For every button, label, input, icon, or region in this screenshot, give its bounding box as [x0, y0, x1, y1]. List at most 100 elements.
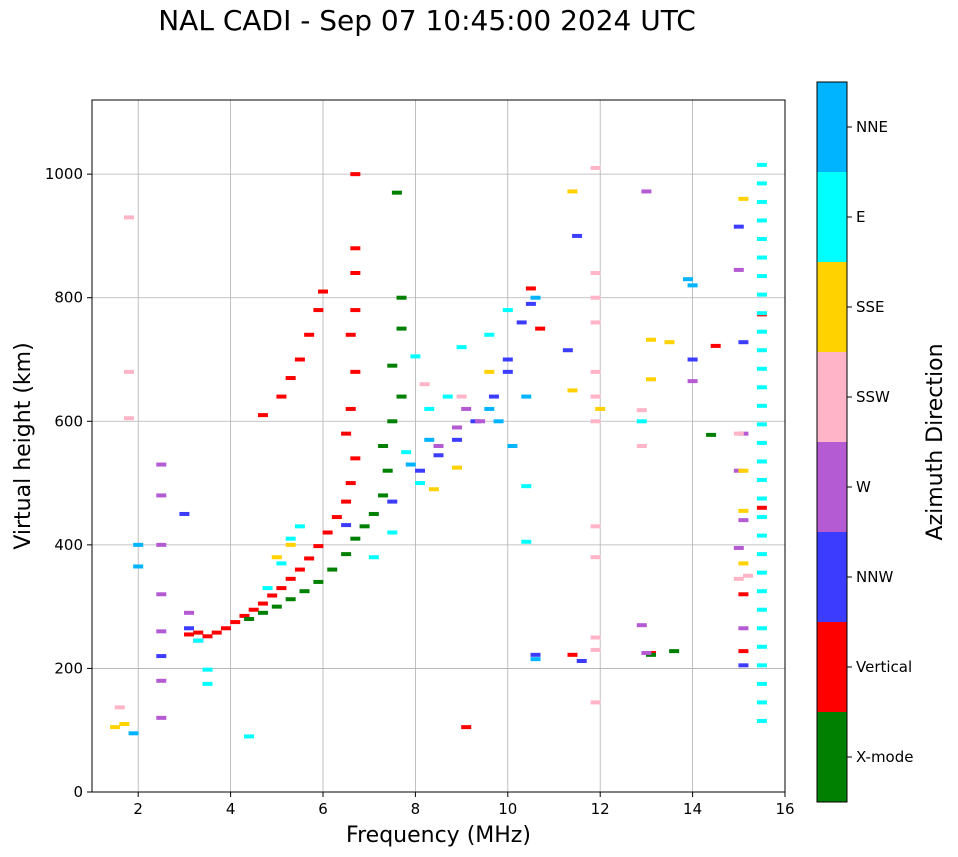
data-point [285, 536, 296, 541]
data-point [756, 589, 767, 594]
data-point [230, 620, 241, 625]
data-point [738, 518, 749, 523]
data-point [595, 406, 606, 411]
data-point [706, 432, 717, 437]
data-point [590, 165, 601, 170]
data-point [368, 555, 379, 560]
data-point [756, 663, 767, 668]
data-point [733, 545, 744, 550]
colorbar-swatch-ssw [817, 352, 847, 442]
data-point [424, 437, 435, 442]
data-point [461, 406, 472, 411]
data-point [502, 357, 513, 362]
colorbar-tick-label: SSW [856, 388, 890, 406]
data-point [257, 413, 268, 418]
data-point [738, 508, 749, 513]
data-point [368, 511, 379, 516]
data-point [636, 444, 647, 448]
data-point [756, 505, 767, 510]
data-point [276, 586, 287, 591]
data-point [285, 376, 296, 381]
y-tick-label: 0 [73, 783, 83, 801]
data-point [475, 419, 486, 424]
data-point [184, 626, 195, 631]
data-point [456, 394, 467, 399]
x-tick-label: 10 [498, 800, 517, 818]
data-point [202, 634, 213, 639]
x-tick-label: 12 [591, 800, 610, 818]
data-point [756, 644, 767, 649]
data-point [636, 419, 647, 424]
data-point [756, 403, 767, 408]
data-point [428, 487, 439, 492]
data-point [350, 172, 361, 177]
data-point [756, 477, 767, 482]
data-point [285, 542, 296, 547]
data-point [327, 567, 338, 572]
data-point [756, 199, 767, 204]
data-point [391, 190, 402, 195]
data-point [396, 326, 407, 331]
data-point [244, 617, 255, 621]
data-point [184, 610, 195, 615]
data-point [341, 552, 352, 557]
data-point [756, 181, 767, 186]
data-point [257, 601, 268, 606]
data-point [710, 343, 721, 348]
data-point [350, 246, 361, 251]
data-point [415, 468, 426, 473]
data-point [378, 493, 389, 498]
series-x-mode [244, 190, 717, 657]
data-point [738, 626, 749, 631]
data-point [493, 419, 504, 424]
data-point [502, 369, 513, 374]
data-point [156, 629, 167, 634]
data-point [636, 623, 647, 628]
data-point [294, 567, 305, 572]
colorbar-swatch-w [817, 442, 847, 532]
data-point [193, 630, 204, 635]
data-point [687, 379, 698, 384]
data-point [756, 570, 767, 575]
data-point [345, 406, 356, 411]
data-point [156, 542, 167, 547]
data-point [405, 462, 416, 467]
data-point [387, 530, 398, 535]
data-point [567, 652, 578, 657]
x-axis-label: Frequency (MHz) [346, 823, 531, 848]
plot-area: 2 4 6 8 10 12 14 16 0 200 400 600 800 1000 Frequency (… [11, 99, 795, 848]
colorbar-tick-label: E [856, 208, 865, 226]
data-point [123, 416, 134, 421]
data-point [239, 613, 250, 618]
data-point [484, 406, 495, 411]
data-point [562, 348, 573, 353]
data-point [756, 311, 767, 316]
data-point [257, 610, 268, 615]
data-point [299, 589, 310, 594]
data-point [756, 255, 767, 260]
data-point [128, 731, 139, 736]
data-point [262, 586, 273, 591]
data-point [733, 576, 744, 581]
data-point [756, 348, 767, 353]
data-point [193, 638, 204, 643]
data-point [687, 357, 698, 362]
data-point [276, 561, 287, 566]
data-point [442, 394, 453, 399]
data-point [133, 564, 144, 569]
data-point [590, 419, 601, 424]
data-point [733, 224, 744, 229]
data-point [345, 481, 356, 486]
data-point [387, 363, 398, 368]
data-point [156, 654, 167, 659]
data-point [756, 552, 767, 557]
data-point [341, 499, 352, 504]
data-point [276, 394, 287, 399]
data-point [294, 357, 305, 362]
data-point [387, 419, 398, 424]
data-point [387, 499, 398, 504]
colorbar-tick-label: NNE [856, 118, 888, 136]
data-point [756, 533, 767, 538]
data-point [304, 556, 315, 561]
